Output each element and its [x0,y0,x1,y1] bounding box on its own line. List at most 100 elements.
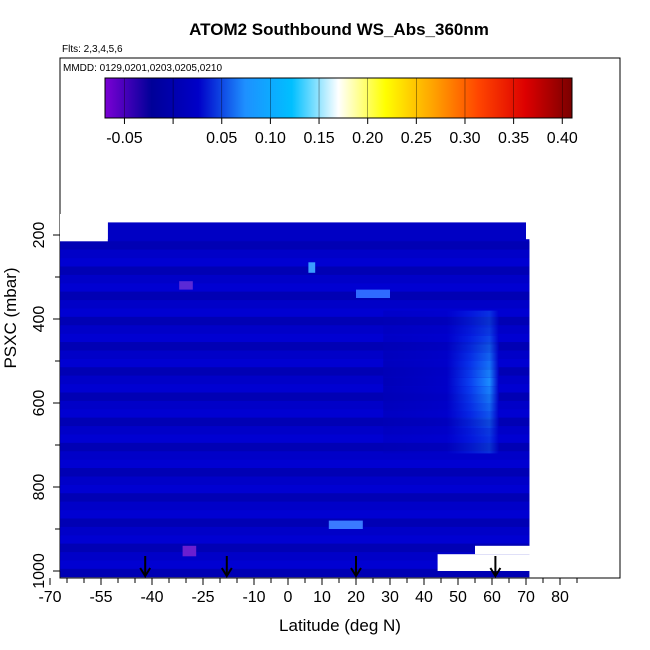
profile-arrows [139,556,502,578]
heatmap-enhanced-cell [383,419,499,429]
heatmap-row [60,426,530,435]
x-tick-label: -70 [38,589,61,606]
x-tick-label: 10 [313,589,331,606]
heatmap-row [60,510,530,519]
heatmap-enhanced-cell [383,344,499,353]
heatmap-row [60,291,530,301]
heatmap-row [60,518,530,527]
heatmap-row [60,535,530,544]
heatmap-min-cell [179,281,193,290]
heatmap-row [60,300,530,309]
flights-note: Flts: 2,3,4,5,6 [62,44,123,55]
heatmap-row [60,316,530,326]
heatmap-row [60,526,530,536]
x-tick-label: 30 [381,589,399,606]
heatmap-row [60,375,530,385]
y-tick-label: 600 [31,390,48,417]
heatmap-enhanced-cell [383,327,499,336]
heatmap-row [60,358,530,368]
heatmap-row [60,459,530,469]
heatmap-enhanced-cell [328,520,363,529]
x-tick-label: 50 [449,589,467,606]
heatmap-gap [475,545,577,555]
heatmap-enhanced-cell [383,377,499,387]
heatmap-row [60,249,530,259]
colorbar-tick-label: 0.35 [498,130,529,147]
profile-arrow-head [220,567,233,578]
x-tick-label: -10 [242,589,265,606]
heatmap-row [60,468,530,477]
heatmap-row [60,367,530,376]
chart-title: ATOM2 Southbound WS_Abs_360nm [189,20,489,39]
dates-note: MMDD: 0129,0201,0203,0205,0210 [63,63,222,74]
profile-arrow-head [350,567,362,578]
heatmap-enhanced-cell [356,289,390,298]
x-axis-minor-ticks [66,578,578,583]
heatmap-enhanced-cell [383,319,499,328]
profile-arrow-head [139,567,152,578]
heatmap-row [60,409,530,418]
heatmap-enhanced-cell [383,411,499,420]
heatmap-row [60,501,530,511]
heatmap-row [60,434,530,443]
heatmap-row [60,384,530,393]
heatmap-row [60,476,530,485]
heatmap-cells [60,214,577,578]
heatmap-row [60,258,530,267]
heatmap-row [60,568,530,578]
heatmap-row [60,552,530,561]
y-axis-label: PSXC (mbar) [1,267,20,368]
heatmap-enhanced-cell [383,369,499,378]
heatmap-row [60,241,530,250]
colorbar-tick-label: 0.20 [352,130,383,147]
x-axis-ticks: -70 -55 -40 -25 -10 0 10 20 30 40 50 60 70 80 [38,578,569,606]
y-tick-label: 400 [31,306,48,333]
colorbar-tick-label: 0.10 [255,130,286,147]
heatmap-enhanced-cell [383,352,499,361]
heatmap-row [60,392,530,401]
x-tick-label: 20 [347,589,365,606]
colorbar-labels: -0.05 0.05 0.10 0.15 0.20 0.25 0.30 0.35 0.40 [106,130,578,147]
heatmap-enhanced-cell [383,403,499,412]
x-tick-label: 40 [415,589,433,606]
heatmap-enhanced-cell [383,310,499,319]
heatmap-gap [60,214,108,242]
x-tick-label: 80 [551,589,569,606]
x-axis-label: Latitude (deg N) [279,616,401,635]
heatmap-enhanced-cell [383,428,499,437]
heatmap-row [60,442,530,452]
y-tick-label: 200 [31,222,48,249]
heatmap-enhanced-cell [308,262,316,273]
colorbar-tick-label: 0.15 [303,130,334,147]
heatmap-cell [107,222,527,242]
x-tick-label: -25 [191,589,214,606]
heatmap-row [60,308,530,317]
colorbar-tick-label: 0.05 [206,130,237,147]
heatmap-gap [437,554,577,571]
x-tick-label: 60 [483,589,501,606]
colorbar-ticks [123,78,563,124]
heatmap-enhanced-cell [383,386,499,395]
heatmap-row [60,451,530,460]
heatmap-row [60,333,530,343]
heatmap-enhanced-cell [383,445,499,454]
heatmap-row [60,417,530,427]
heatmap-enhanced-cell [383,394,499,403]
heatmap-enhanced-cell [383,436,499,445]
x-tick-label: 70 [517,589,535,606]
colorbar-tick-label: 0.30 [449,130,480,147]
heatmap-row [60,493,530,502]
x-tick-label: -55 [89,589,112,606]
heatmap-row [60,325,530,334]
x-tick-label: 0 [284,589,293,606]
colorbar-tick-label: 0.25 [401,130,432,147]
heatmap-min-cell [182,545,197,557]
y-tick-label: 800 [31,474,48,501]
heatmap-row [60,400,530,410]
heatmap-row [60,350,530,359]
heatmap-enhanced-cell [383,335,499,345]
colorbar [104,77,573,119]
colorbar-tick-label: -0.05 [106,130,143,147]
y-tick-label: 1000 [31,553,48,589]
